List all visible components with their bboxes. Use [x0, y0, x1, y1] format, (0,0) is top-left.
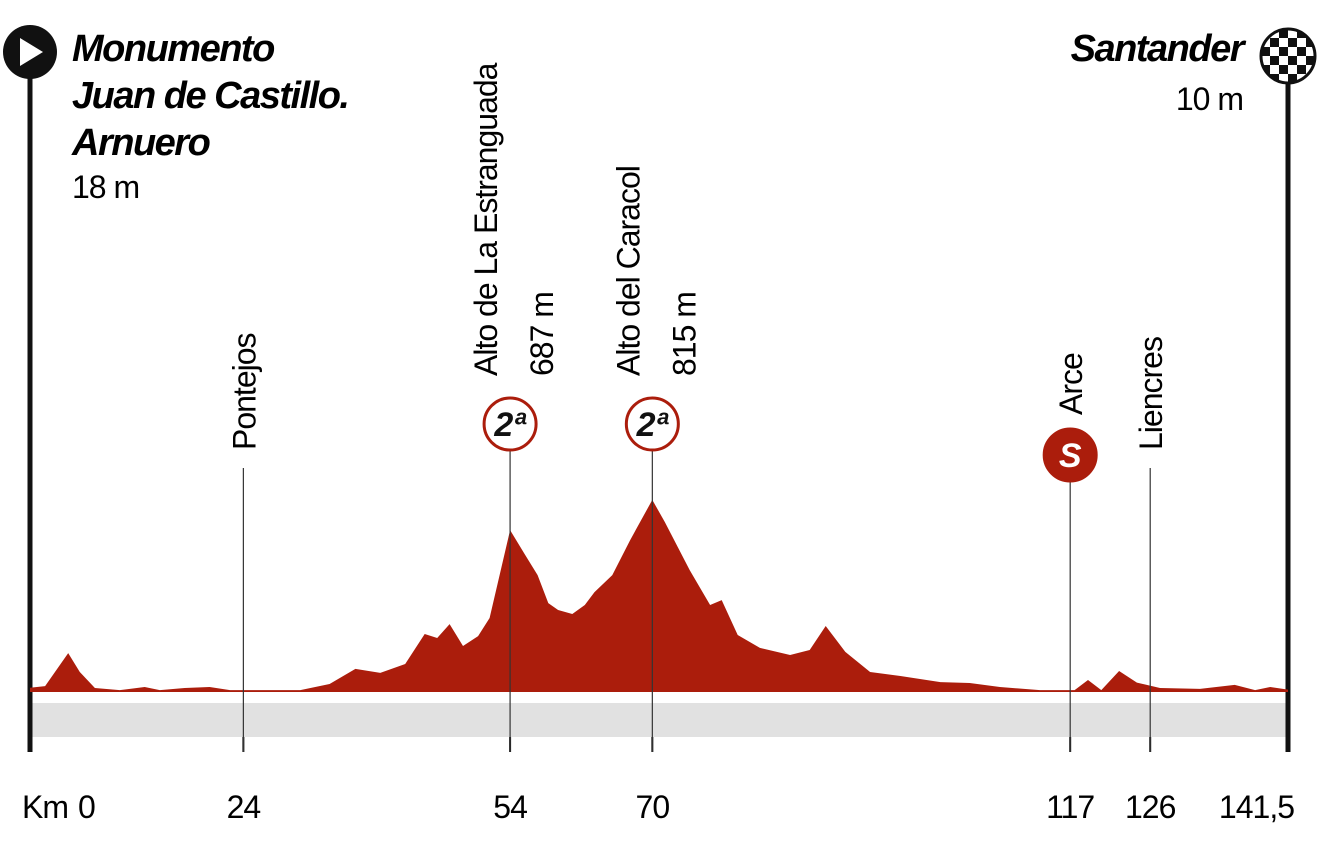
x-axis-label: Km	[22, 789, 68, 825]
start-name: Juan de Castillo.	[72, 75, 348, 117]
start-name: Monumento	[72, 28, 274, 70]
start-altitude: 18 m	[72, 169, 139, 205]
start-icon	[3, 25, 57, 79]
finish-altitude: 10 m	[1176, 81, 1243, 117]
x-tick-label: 0	[78, 789, 95, 825]
waypoint-badge	[1042, 427, 1098, 483]
x-tick-label: 54	[493, 789, 527, 825]
x-tick-label: 126	[1125, 789, 1176, 825]
badge-text: 2ª	[636, 406, 670, 444]
badge-text: 2ª	[493, 406, 527, 444]
waypoint-altitude: 815 m	[666, 292, 702, 376]
waypoint-name: Pontejos	[226, 333, 262, 450]
waypoint-badge	[482, 396, 538, 452]
x-tick-label: 24	[227, 789, 261, 825]
badge-text: S	[1059, 437, 1082, 475]
waypoint-name: Alto del Caracol	[610, 166, 646, 376]
waypoint-name: Liencres	[1133, 337, 1169, 450]
x-tick-label: 70	[636, 789, 670, 825]
start-name: Arnuero	[71, 122, 210, 164]
waypoint-altitude: 687 m	[524, 292, 560, 376]
x-tick-label: 141,5	[1219, 789, 1294, 825]
waypoint-name: Alto de La Estranguada	[468, 62, 504, 376]
waypoint-name: Arce	[1053, 353, 1089, 415]
road-band	[30, 703, 1288, 737]
finish-icon	[1259, 27, 1317, 85]
x-tick-label: 117	[1046, 789, 1094, 825]
finish-name: Santander	[1071, 28, 1247, 70]
elevation-area	[30, 499, 1288, 692]
waypoint-badge	[624, 396, 680, 452]
